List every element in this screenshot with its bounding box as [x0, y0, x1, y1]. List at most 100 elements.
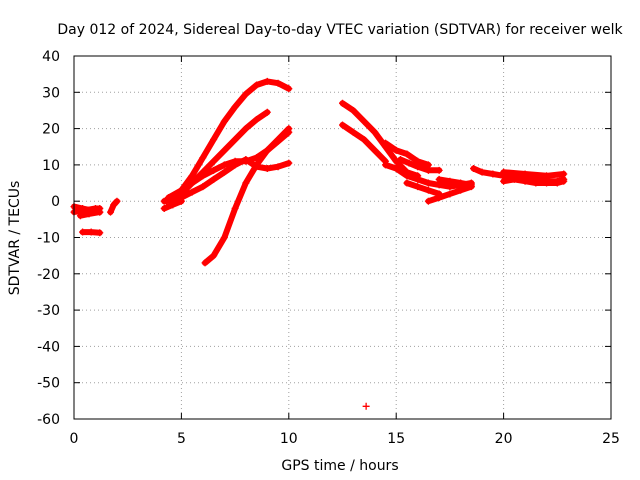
data-point — [79, 228, 87, 236]
data-point — [424, 197, 432, 205]
data-point — [457, 179, 465, 187]
data-point — [220, 168, 228, 176]
data-point — [188, 188, 196, 196]
data-point — [435, 175, 443, 183]
data-point — [253, 116, 261, 124]
y-tick-label: -60 — [37, 412, 60, 428]
x-axis-label: GPS time / hours — [281, 458, 398, 474]
data-point — [560, 170, 568, 178]
series-line — [202, 125, 292, 266]
data-point — [560, 177, 568, 185]
data-point — [210, 135, 218, 143]
data-point — [424, 186, 432, 194]
data-point — [274, 79, 282, 87]
data-point — [165, 194, 173, 202]
data-point — [435, 190, 443, 198]
series-track-mid-8 — [435, 175, 475, 189]
y-tick-label: -10 — [37, 231, 60, 247]
data-point — [231, 135, 239, 143]
data-point — [220, 117, 228, 125]
data-point — [285, 85, 293, 93]
x-tick-label: 15 — [387, 431, 405, 447]
data-point — [392, 165, 400, 173]
series-line — [339, 122, 389, 165]
x-tick-label: 0 — [70, 431, 79, 447]
data-point — [188, 179, 196, 187]
data-point — [188, 172, 196, 180]
x-tick-label: 10 — [280, 431, 298, 447]
y-tick-label: 0 — [51, 194, 60, 210]
data-point — [220, 234, 228, 241]
data-point — [414, 157, 422, 165]
data-point — [424, 161, 432, 169]
series-track-mid-7 — [403, 179, 443, 198]
y-axis-label: SDTVAR / TECUs — [7, 181, 23, 296]
series-track-late-3 — [500, 168, 568, 180]
data-point — [242, 125, 250, 133]
data-point — [242, 157, 250, 165]
data-point — [285, 159, 293, 167]
data-point — [360, 135, 368, 143]
data-point — [424, 179, 432, 187]
data-point — [403, 172, 411, 180]
x-tick-label: 5 — [177, 431, 186, 447]
data-point — [87, 228, 95, 236]
data-point — [500, 168, 508, 176]
data-point — [521, 170, 529, 178]
data-point — [349, 106, 357, 114]
y-axis: -60 -50 -40 -30 -20 -10 0 10 20 30 40 — [37, 49, 611, 428]
y-tick-label: -40 — [37, 339, 60, 355]
data-point — [263, 146, 271, 154]
data-point — [414, 183, 422, 191]
data-point — [253, 81, 261, 89]
data-point — [199, 154, 207, 162]
data-point — [274, 163, 282, 171]
data-point — [360, 117, 368, 125]
data-point — [339, 121, 346, 129]
data-point — [500, 177, 508, 185]
series-outlier — [362, 402, 370, 410]
data-point — [113, 197, 121, 205]
data-point — [231, 157, 239, 165]
data-point — [371, 128, 379, 136]
data-point — [96, 208, 104, 216]
data-point — [263, 165, 271, 173]
data-point — [510, 175, 518, 183]
data-point — [107, 208, 115, 216]
series-line — [436, 176, 475, 188]
x-tick-label: 25 — [602, 431, 620, 447]
data-point — [285, 125, 293, 133]
data-point — [414, 175, 422, 183]
data-point — [521, 177, 529, 185]
data-point — [199, 172, 207, 180]
data-point — [242, 90, 250, 98]
y-tick-label: 40 — [42, 49, 60, 65]
data-point — [177, 186, 185, 194]
y-tick-label: -30 — [37, 303, 60, 319]
data-point — [169, 201, 177, 209]
data-point — [79, 204, 87, 212]
data-point — [263, 108, 271, 116]
x-axis: 0 5 10 15 20 25 — [70, 56, 620, 447]
data-point — [210, 166, 218, 174]
data-point — [349, 128, 357, 136]
data-point — [392, 146, 400, 154]
series-track-rise-6 — [160, 197, 185, 212]
data-point — [76, 212, 84, 220]
data-point — [231, 204, 239, 212]
y-tick-label: -50 — [37, 376, 60, 392]
series-track-mid-4 — [396, 155, 443, 174]
data-point — [210, 157, 218, 165]
data-point — [381, 139, 389, 147]
x-tick-label: 20 — [495, 431, 513, 447]
data-point — [220, 146, 228, 154]
data-point — [220, 161, 228, 169]
series-layer — [70, 77, 568, 410]
data-point — [396, 155, 404, 163]
series-line — [500, 169, 567, 179]
series-track-mid-5 — [381, 139, 432, 169]
data-point — [553, 179, 561, 187]
data-point — [457, 186, 465, 194]
data-point — [177, 197, 185, 205]
